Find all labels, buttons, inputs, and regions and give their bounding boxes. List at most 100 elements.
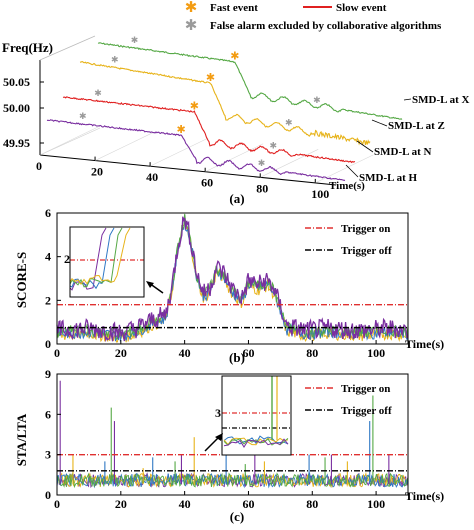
c-inset-series	[223, 438, 289, 448]
c-inset-frame	[221, 375, 292, 456]
b-inset-series	[69, 227, 131, 285]
a-fast-event-marker: ✱	[230, 51, 239, 63]
c-stalta-series	[56, 472, 409, 489]
b-x-label: Time(s)	[405, 337, 444, 351]
panel-c-caption: (c)	[230, 509, 244, 524]
c-x-tick-label: 0	[54, 497, 60, 511]
b-legend-off-label: Trigger off	[341, 245, 392, 257]
b-y-tick-label: 4	[45, 250, 51, 264]
a-trace-smd-l-at-h	[46, 119, 346, 181]
c-x-label: Time(s)	[405, 489, 444, 503]
c-y-tick-label: 3	[45, 448, 51, 462]
a-floor-gridline	[149, 137, 209, 167]
c-inset-arrowhead	[215, 433, 223, 441]
a-x-label: Time(s)	[329, 180, 365, 192]
a-y-tick-label: 50.05	[3, 75, 30, 89]
a-false-alarm-marker: ✱	[131, 35, 139, 45]
c-y-label: STA/LTA	[14, 413, 29, 466]
b-x-tick-label: 0	[54, 346, 60, 360]
c-x-tick-label: 60	[242, 497, 254, 511]
b-y-tick-label: 6	[45, 206, 51, 220]
a-x-tick-label: 100	[311, 187, 329, 201]
legend-fast-marker: ✱	[185, 0, 198, 16]
c-x-tick-label: 40	[179, 497, 191, 511]
a-false-alarm-marker: ✱	[313, 95, 321, 105]
c-inset-series	[223, 437, 289, 446]
a-x-tick-label: 0	[36, 159, 42, 173]
b-frame	[56, 212, 409, 345]
a-false-alarm-marker: ✱	[285, 118, 293, 128]
c-plot-area	[56, 380, 409, 489]
c-y-tick-label: 0	[45, 488, 51, 502]
a-traces: ✱✱✱✱✱✱✱✱✱✱✱✱	[46, 35, 403, 181]
b-x-tick-label: 40	[179, 346, 191, 360]
a-series-leader-z	[371, 119, 388, 127]
c-y-tick-label: 6	[45, 407, 51, 421]
legend-false-alarm-label: False alarm excluded by collaborative al…	[210, 20, 442, 32]
a-y-tick-label: 50.00	[3, 101, 30, 115]
legend-fast-label: Fast event	[210, 2, 258, 14]
c-legend-off-label: Trigger off	[341, 405, 392, 417]
b-inset-tick: 2	[64, 252, 70, 266]
b-inset-series	[69, 227, 123, 288]
b-inset-arrowhead	[146, 281, 154, 288]
panel-a: ✱ Fast event Slow event ✱ False alarm ex…	[2, 0, 470, 206]
b-y-label: SCORE-S	[14, 252, 29, 308]
a-fast-event-marker: ✱	[206, 72, 215, 84]
c-frame	[56, 373, 409, 496]
a-fast-event-marker: ✱	[190, 100, 199, 112]
a-trace-smd-l-at-x	[97, 42, 403, 120]
a-false-alarm-marker: ✱	[111, 55, 119, 65]
a-false-alarm-marker: ✱	[269, 141, 277, 151]
a-series-label-n: SMD-L at N	[374, 146, 432, 158]
c-stalta-series	[56, 472, 409, 489]
b-x-tick-label: 80	[306, 346, 318, 360]
a-series-leader-n	[356, 140, 374, 153]
b-inset	[69, 227, 144, 297]
legend-false-alarm-marker: ✱	[185, 18, 198, 34]
c-ticks: 0 20 40 60 80 100 0 3 6 9	[45, 367, 385, 511]
a-floor-gridline	[205, 143, 264, 173]
c-legend-on-label: Trigger on	[341, 383, 390, 395]
a-series-label-h: SMD-L at H	[359, 172, 418, 184]
b-inset-series	[69, 227, 107, 291]
a-back-wall	[39, 35, 96, 61]
c-stalta-series	[56, 471, 409, 489]
a-series-leader-h	[345, 164, 359, 178]
a-x-ticks: 0 20 40 60 80 100	[36, 151, 329, 201]
a-floor-gridline	[260, 149, 319, 178]
a-x-tick-label: 20	[91, 165, 103, 179]
c-inset-series	[223, 435, 289, 445]
b-x-tick-label: 100	[367, 346, 385, 360]
b-inset-bg	[70, 227, 144, 297]
a-y-ticks: 50.05 50.00 49.95	[3, 75, 44, 150]
a-x-tick-label: 60	[201, 176, 213, 190]
b-x-tick-label: 20	[115, 346, 127, 360]
a-trace-smd-l-at-z	[79, 61, 371, 146]
a-series-label-z: SMD-L at Z	[388, 120, 445, 132]
b-inset-frame	[69, 226, 145, 298]
a-x-axis	[39, 154, 337, 186]
a-floor-gridline	[94, 132, 154, 161]
c-x-tick-label: 100	[367, 497, 385, 511]
b-y-tick-label: 2	[45, 293, 51, 307]
b-x-tick-label: 60	[242, 346, 254, 360]
b-score-series	[56, 216, 409, 343]
panel-c: STA/LTA 0 20 40 60 80 100 0 3 6 9 Time(s) Trigger…	[14, 367, 444, 524]
a-false-alarm-marker: ✱	[258, 158, 266, 168]
panel-a-caption: (a)	[229, 191, 244, 206]
legend-slow-label: Slow event	[336, 2, 387, 14]
a-false-alarm-marker: ✱	[79, 111, 87, 121]
a-floor-grid	[39, 126, 374, 184]
c-x-tick-label: 80	[306, 497, 318, 511]
a-trace-smd-l-at-n	[62, 96, 356, 164]
panel-b-caption: (b)	[229, 350, 245, 365]
c-x-tick-label: 20	[115, 497, 127, 511]
a-x-tick-label: 80	[256, 181, 268, 195]
c-inset-tick: 3	[215, 406, 221, 420]
a-y-tick-label: 49.95	[3, 136, 30, 150]
c-y-tick-label: 9	[45, 367, 51, 381]
